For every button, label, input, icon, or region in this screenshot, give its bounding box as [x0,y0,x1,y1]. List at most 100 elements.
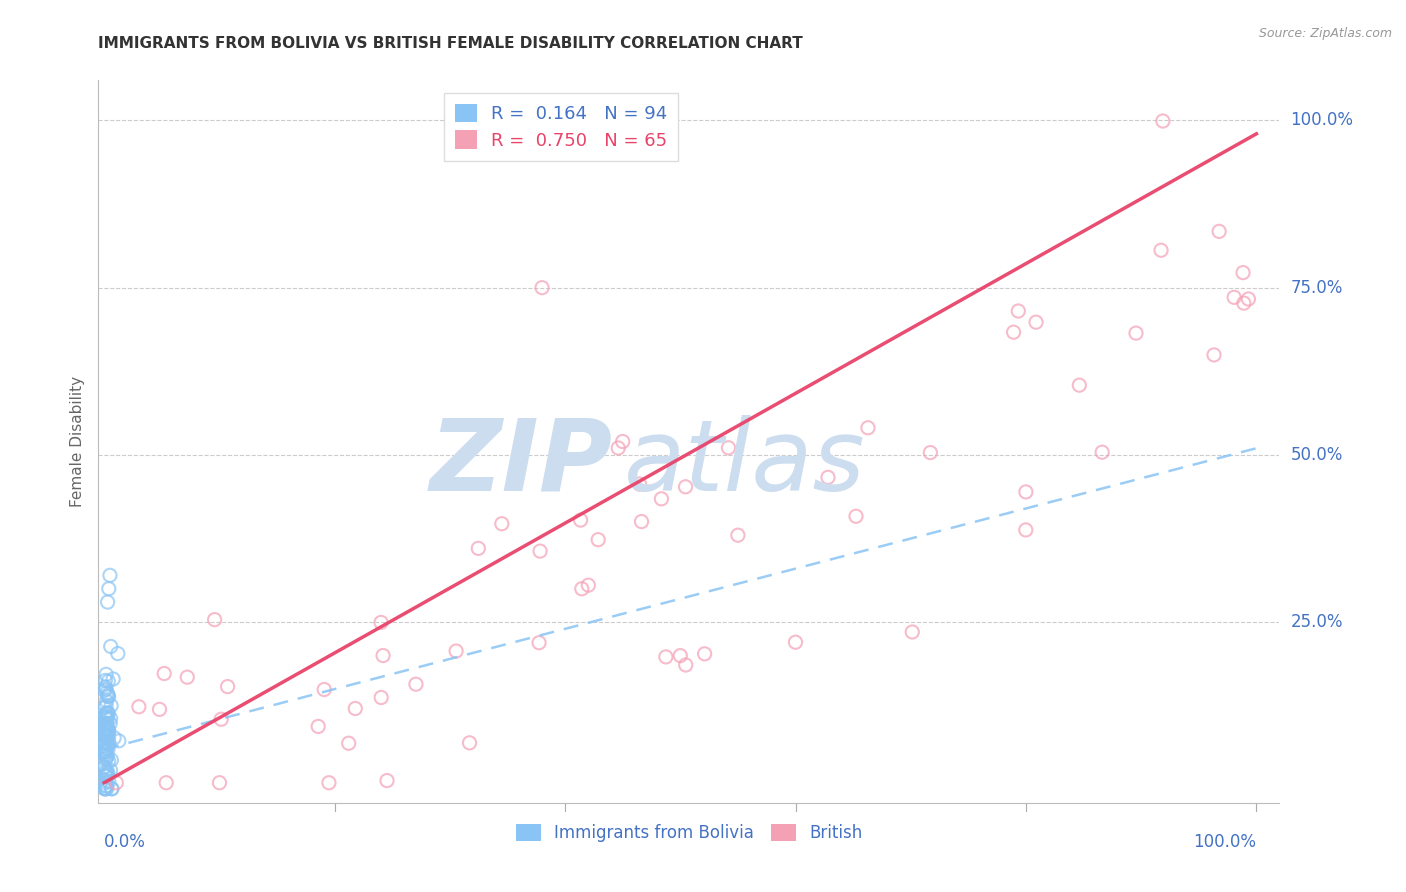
Point [93,710,115,724]
Point [371,648,394,663]
Text: atlas: atlas [624,415,866,512]
Point [94,769,117,783]
Point [1015,484,1038,499]
Point [1223,290,1246,304]
Point [204,613,226,627]
Point [628,477,651,491]
Point [101,672,124,686]
Point [97,737,120,751]
Point [94,748,117,763]
Point [693,647,716,661]
Point [94,673,117,688]
Point [96,744,118,758]
Point [94,716,117,731]
Point [96,728,118,742]
Point [94,773,117,788]
Text: ZIP: ZIP [429,415,612,512]
Point [94,752,117,766]
Point [96,722,118,736]
Point [105,776,128,790]
Point [96,781,118,796]
Point [97,706,120,721]
Point [97,774,120,789]
Text: 25.0%: 25.0% [1291,613,1343,632]
Point [375,773,398,788]
Text: 50.0%: 50.0% [1291,446,1343,464]
Point [97,688,120,702]
Point [96,768,118,782]
Point [1208,224,1230,238]
Y-axis label: Female Disability: Female Disability [69,376,84,508]
Point [100,764,122,778]
Point [94,722,117,736]
Point [128,699,150,714]
Point [96,709,118,723]
Point [630,515,652,529]
Point [669,648,692,663]
Point [576,578,599,592]
Point [94,726,117,740]
Point [94,698,117,713]
Point [467,541,489,556]
Point [97,742,120,756]
Point [675,480,697,494]
Point [100,781,122,796]
Point [96,694,118,708]
Point [96,685,118,699]
Point [94,706,117,721]
Text: Source: ZipAtlas.com: Source: ZipAtlas.com [1258,27,1392,40]
Point [817,470,839,484]
Point [97,595,120,609]
Point [98,737,121,751]
Point [208,776,231,790]
Point [94,680,117,694]
Point [1202,348,1225,362]
Point [98,716,121,731]
Point [96,779,118,793]
Point [97,727,120,741]
Point [108,734,131,748]
Point [96,730,118,744]
Point [97,674,120,689]
Point [856,421,879,435]
Point [94,781,117,796]
Point [1233,296,1256,310]
Point [94,769,117,783]
Point [100,753,122,767]
Point [1237,292,1260,306]
Point [344,701,367,715]
Point [94,731,117,745]
Point [1125,326,1147,340]
Point [314,682,336,697]
Point [94,717,117,731]
Point [96,720,118,734]
Point [491,516,513,531]
Point [94,775,117,789]
Point [155,776,177,790]
Point [307,719,329,733]
Point [97,582,120,596]
Point [571,582,593,596]
Point [96,721,118,735]
Point [97,736,120,750]
Point [370,690,392,705]
Point [458,736,481,750]
Point [94,734,117,748]
Point [586,533,609,547]
Point [93,760,115,774]
Point [444,644,467,658]
Point [209,712,232,726]
Point [1150,244,1173,258]
Point [1002,325,1025,339]
Point [96,765,118,780]
Point [94,727,117,741]
Point [97,706,120,721]
Point [527,636,550,650]
Point [100,640,122,654]
Point [94,745,117,759]
Point [94,730,117,744]
Point [337,736,360,750]
Point [93,760,115,774]
Point [1007,304,1029,318]
Point [607,441,630,455]
